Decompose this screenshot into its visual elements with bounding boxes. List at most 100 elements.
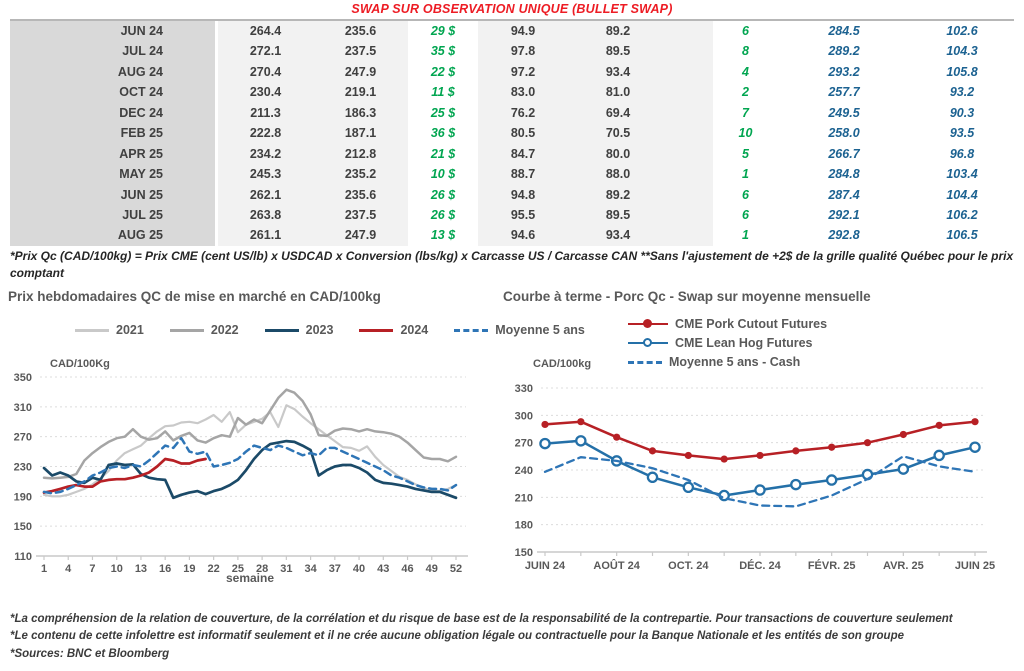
table-footnote: *Prix Qc (CAD/100kg) = Prix CME (cent US…	[10, 249, 1014, 281]
value-cell: 89.2	[568, 184, 668, 205]
forward-curve-title: Courbe à terme - Porc Qc - Swap sur moye…	[503, 289, 871, 304]
value-cell: 247.9	[313, 61, 408, 83]
svg-text:OCT. 24: OCT. 24	[668, 560, 709, 572]
table-row: JUN 25 262.1 235.6 26 $ 94.8 89.2 6 287.4 104.4	[10, 184, 1014, 205]
disclaimer-line: *La compréhension de la relation de couv…	[10, 613, 953, 625]
legend-label: 2022	[210, 323, 239, 337]
svg-text:AVR. 25: AVR. 25	[883, 560, 924, 572]
legend-item: 2022	[169, 323, 239, 337]
basis-cell: 5	[742, 146, 749, 161]
table-row: AUG 25 261.1 247.9 13 $ 94.6 93.4 1 292.8 106.5	[10, 225, 1014, 246]
legend-item: 2023	[264, 323, 333, 337]
value-cell: 80.5	[478, 123, 568, 144]
swap-price-cell: 289.2	[828, 44, 860, 59]
table-row: OCT 24 230.4 219.1 11 $ 83.0 81.0 2 257.7 93.2	[10, 82, 1014, 103]
svg-text:DÉC. 24: DÉC. 24	[739, 559, 781, 572]
svg-text:150: 150	[14, 521, 32, 533]
legend-item: CME Pork Cutout Futures	[628, 317, 827, 331]
svg-text:350: 350	[14, 372, 32, 384]
month-cell: AUG 24	[10, 61, 215, 83]
value-cell: 80.0	[568, 143, 668, 165]
svg-text:AOÛT 24: AOÛT 24	[593, 559, 640, 572]
value-cell: 187.1	[313, 123, 408, 144]
value-cell: 270.4	[218, 61, 313, 83]
swap-price-cell: 266.7	[828, 146, 860, 161]
month-cell: AUG 25	[10, 225, 215, 246]
svg-text:16: 16	[159, 563, 171, 575]
basis-cell: 2	[742, 85, 749, 100]
svg-text:13: 13	[135, 563, 147, 575]
spacer-cell	[668, 184, 713, 205]
svg-text:34: 34	[304, 563, 317, 575]
legend-label: CME Pork Cutout Futures	[675, 317, 828, 331]
swap-price-cell: 287.4	[828, 187, 860, 202]
filled-circle-swatch-icon	[628, 319, 668, 330]
swap-gain-cell: 26 $	[430, 187, 456, 202]
line-swatch-icon	[169, 328, 204, 332]
month-cell: JUL 24	[10, 41, 215, 62]
basis-cell: 4	[742, 64, 749, 79]
basis-cell: 1	[742, 167, 749, 182]
month-cell: JUN 25	[10, 184, 215, 205]
swap-gain-cell: 13 $	[430, 228, 456, 243]
weekly-price-chart: 110 150 190 230 270 310 350 1 4 7 10 13 16 19 22 25 28 31…	[14, 372, 468, 575]
value-cell: 222.8	[218, 123, 313, 144]
dashed-line-swatch-icon	[454, 328, 489, 332]
legend-item: 2024	[359, 323, 428, 337]
spacer-cell	[668, 41, 713, 62]
svg-text:52: 52	[450, 563, 462, 575]
swap-price-us-cell: 104.3	[946, 44, 978, 59]
value-cell: 93.4	[568, 61, 668, 83]
value-cell: 89.5	[568, 204, 668, 226]
basis-cell: 1	[742, 228, 749, 243]
swap-gain-cell: 29 $	[430, 24, 456, 38]
value-cell: 93.4	[568, 225, 668, 246]
table-row: JUN 24 264.4 235.6 29 $ 94.9 89.2 6 284.5 102.6	[10, 21, 1014, 42]
value-cell: 235.2	[313, 164, 408, 185]
table-row: APR 25 234.2 212.8 21 $ 84.7 80.0 5 266.7 96.8	[10, 143, 1014, 165]
swap-gain-cell: 10 $	[430, 167, 456, 182]
value-cell: 84.7	[478, 143, 568, 165]
value-cell: 219.1	[313, 82, 408, 103]
svg-text:25: 25	[232, 563, 244, 575]
swap-gain-cell: 21 $	[430, 146, 456, 161]
month-cell: JUN 24	[10, 21, 215, 42]
forward-curve-chart: 150 180 210 240 270 300 330 JUIN 24 AOÛT 24 OCT. …	[515, 383, 996, 572]
svg-text:JUIN 24: JUIN 24	[525, 560, 566, 572]
swap-price-us-cell: 96.8	[949, 146, 975, 161]
svg-text:270: 270	[515, 438, 533, 450]
svg-text:19: 19	[183, 563, 195, 575]
value-cell: 237.5	[313, 41, 408, 62]
svg-text:49: 49	[426, 563, 438, 575]
value-cell: 97.2	[478, 61, 568, 83]
svg-text:1: 1	[41, 563, 47, 575]
value-cell: 237.5	[313, 204, 408, 226]
disclaimer-notes: *La compréhension de la relation de couv…	[10, 611, 1020, 663]
legend-label: Moyenne 5 ans - Cash	[669, 355, 801, 369]
legend-label: 2024	[400, 323, 429, 337]
swap-price-us-cell: 106.5	[946, 228, 978, 243]
swap-gain-cell: 36 $	[430, 126, 456, 141]
legend-label: CME Lean Hog Futures	[675, 336, 813, 350]
svg-text:330: 330	[515, 383, 533, 395]
weekly-chart-ylabel: CAD/100Kg	[50, 358, 110, 370]
swap-price-us-cell: 103.4	[946, 167, 978, 182]
swap-price-cell: 284.5	[828, 24, 860, 38]
spacer-cell	[668, 82, 713, 103]
basis-cell: 7	[742, 105, 749, 120]
line-swatch-icon	[264, 328, 299, 332]
value-cell: 272.1	[218, 41, 313, 62]
svg-text:230: 230	[14, 462, 32, 474]
svg-text:JUIN 25: JUIN 25	[955, 560, 995, 572]
swap-price-cell: 284.8	[828, 167, 860, 182]
swap-price-us-cell: 106.2	[946, 207, 978, 222]
swap-price-cell: 257.7	[828, 85, 860, 100]
spacer-cell	[668, 123, 713, 144]
weekly-chart-legend: 2021 2022 2023 2024 Moyenne 5 ans	[75, 323, 585, 337]
swap-gain-cell: 11 $	[431, 85, 455, 100]
month-cell: OCT 24	[10, 82, 215, 103]
svg-text:240: 240	[515, 465, 533, 477]
value-cell: 97.8	[478, 41, 568, 62]
value-cell: 81.0	[568, 82, 668, 103]
